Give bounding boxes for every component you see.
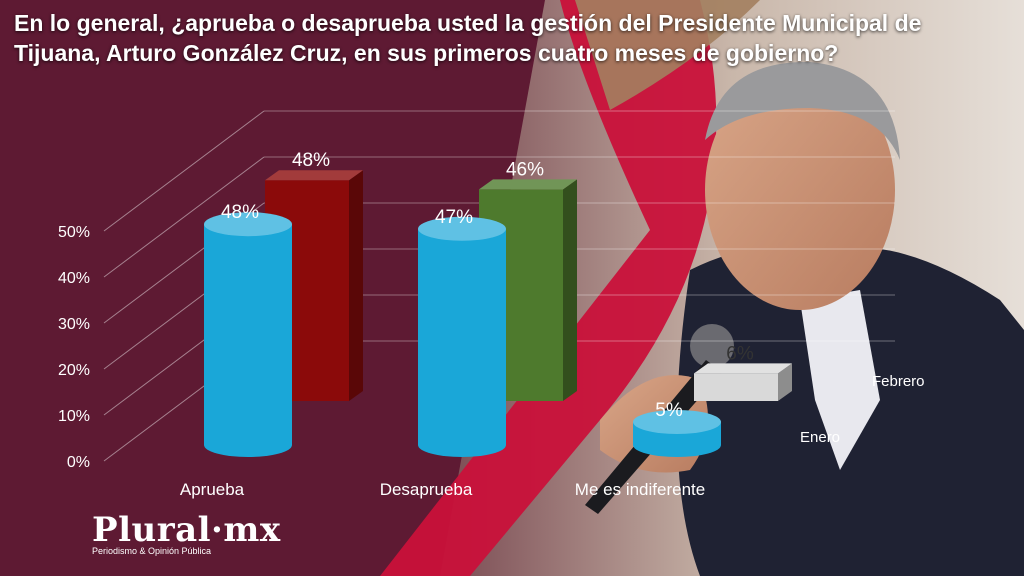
y-tick-label: 40% — [58, 270, 90, 287]
head — [705, 70, 895, 310]
y-tick-label: 10% — [58, 408, 90, 425]
febrero-bar-top — [265, 170, 363, 181]
logo-name: Plural·mx — [92, 510, 281, 550]
enero-bar-top — [418, 216, 506, 241]
person-photo — [585, 61, 1024, 576]
series-label-enero: Enero — [800, 429, 840, 446]
hair — [705, 61, 900, 160]
enero-value-label: 5% — [655, 400, 683, 421]
febrero-value-label: 6% — [726, 343, 754, 364]
enero-bar — [204, 224, 292, 457]
febrero-bar-side — [563, 179, 577, 401]
enero-bar-top — [204, 212, 292, 237]
y-tick-label: 0% — [67, 454, 90, 471]
page-title: En lo general, ¿aprueba o desaprueba ust… — [14, 10, 922, 66]
y-tick-label: 30% — [58, 316, 90, 333]
y-tick-label: 20% — [58, 362, 90, 379]
x-category-label: Aprueba — [180, 480, 245, 499]
febrero-bar-side — [778, 363, 792, 401]
series-label-febrero: Febrero — [872, 373, 925, 390]
x-category-label: Desaprueba — [380, 480, 473, 499]
gold-accent-shape — [575, 0, 760, 110]
enero-bar — [418, 228, 506, 457]
febrero-bar-side — [349, 170, 363, 401]
febrero-bar-top — [694, 363, 792, 374]
x-category-label: Me es indiferente — [575, 480, 705, 499]
microphone-head — [690, 324, 734, 368]
wall-gridline — [103, 156, 265, 278]
logo-tagline: Periodismo & Opinión Pública — [92, 546, 212, 556]
y-tick-label: 50% — [58, 224, 90, 241]
enero-bar-top — [633, 410, 721, 434]
enero-value-label: 47% — [435, 207, 473, 228]
febrero-value-label: 48% — [292, 150, 330, 171]
shirt — [800, 290, 880, 470]
febrero-bar — [694, 373, 778, 401]
enero-value-label: 48% — [221, 202, 259, 223]
febrero-value-label: 46% — [506, 159, 544, 180]
plural-mx-logo: Plural·mx Periodismo & Opinión Pública — [92, 512, 281, 556]
red-accent-shape — [380, 0, 717, 576]
febrero-bar-top — [479, 179, 577, 190]
wall-gridline — [103, 110, 265, 232]
